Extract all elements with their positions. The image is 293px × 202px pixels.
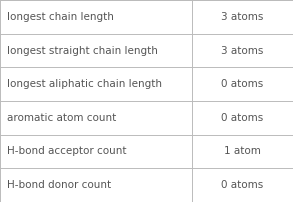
Text: H-bond acceptor count: H-bond acceptor count <box>7 146 127 157</box>
Text: aromatic atom count: aromatic atom count <box>7 113 117 123</box>
Text: 3 atoms: 3 atoms <box>221 45 264 56</box>
Text: 0 atoms: 0 atoms <box>221 113 264 123</box>
Text: 1 atom: 1 atom <box>224 146 261 157</box>
Text: longest aliphatic chain length: longest aliphatic chain length <box>7 79 162 89</box>
Text: 3 atoms: 3 atoms <box>221 12 264 22</box>
Text: 0 atoms: 0 atoms <box>221 180 264 190</box>
Text: longest chain length: longest chain length <box>7 12 114 22</box>
Text: longest straight chain length: longest straight chain length <box>7 45 158 56</box>
Text: H-bond donor count: H-bond donor count <box>7 180 111 190</box>
Text: 0 atoms: 0 atoms <box>221 79 264 89</box>
